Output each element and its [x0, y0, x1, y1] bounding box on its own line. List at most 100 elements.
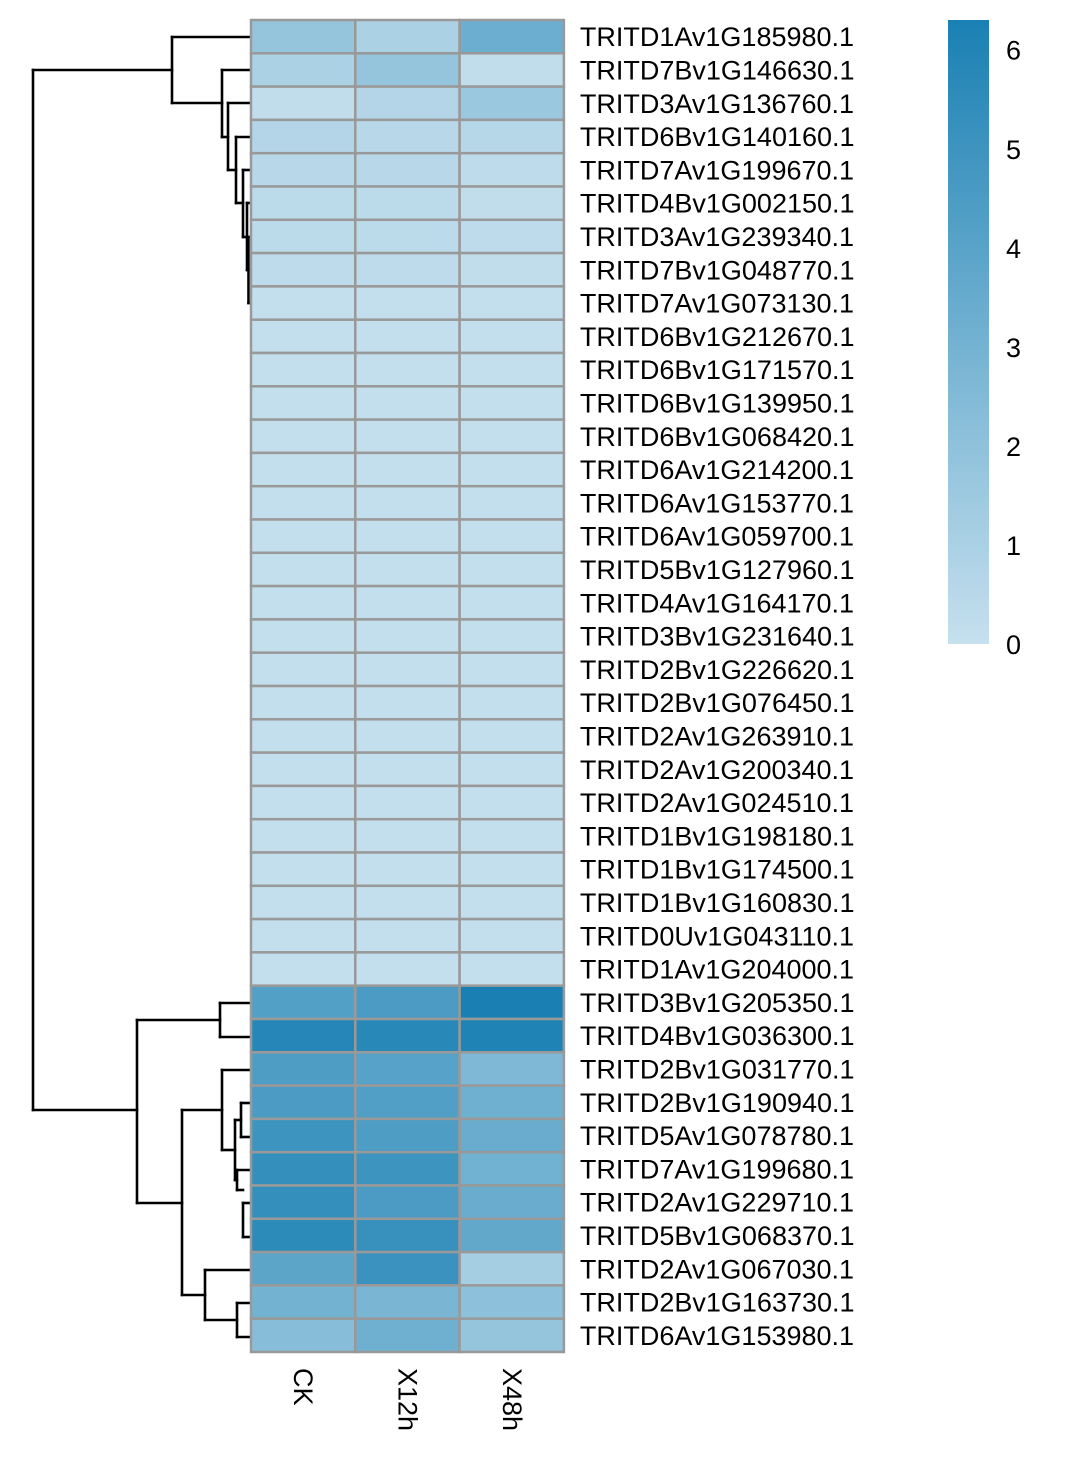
- heatmap-cell: [249, 984, 357, 1021]
- heatmap-cell: [458, 251, 566, 288]
- row-label: TRITD2Av1G229710.1: [580, 1188, 854, 1218]
- heatmap-cell: [458, 385, 566, 421]
- heatmap-cell: [458, 218, 566, 255]
- row-label: TRITD3Av1G239340.1: [580, 222, 854, 252]
- row-label: TRITD6Bv1G139950.1: [580, 388, 855, 418]
- heatmap-cell: [458, 951, 566, 987]
- heatmap-cell: [354, 85, 461, 122]
- heatmap-cell: [458, 984, 566, 1021]
- heatmap-cell: [354, 1150, 461, 1187]
- column-labels: CK X12h X48h: [288, 1368, 527, 1431]
- heatmap-cell: [249, 518, 357, 555]
- heatmap-cell: [458, 118, 566, 155]
- row-label: TRITD1Bv1G174500.1: [580, 855, 855, 885]
- heatmap-cell: [458, 917, 566, 954]
- heatmap-cell: [458, 1217, 566, 1254]
- heatmap-cell: [458, 151, 566, 188]
- heatmap-cell: [249, 351, 357, 388]
- column-label: X12h: [392, 1368, 422, 1431]
- row-label: TRITD7Bv1G146630.1: [580, 55, 855, 85]
- heatmap-cell: [249, 18, 357, 55]
- heatmap-cell: [354, 817, 461, 854]
- heatmap-cell: [354, 718, 461, 754]
- heatmap-cell: [458, 18, 566, 55]
- row-label: TRITD1Av1G185980.1: [580, 22, 854, 52]
- heatmap-cell: [249, 151, 357, 188]
- row-label: TRITD3Bv1G231640.1: [580, 622, 855, 652]
- heatmap-cell: [354, 151, 461, 188]
- heatmap-cell: [458, 851, 566, 888]
- heatmap-cell: [354, 285, 461, 321]
- row-label: TRITD2Av1G263910.1: [580, 721, 854, 751]
- heatmap-cell: [354, 18, 461, 55]
- row-label: TRITD3Bv1G205350.1: [580, 988, 855, 1018]
- row-label: TRITD4Av1G164170.1: [580, 588, 854, 618]
- heatmap-cell: [354, 185, 461, 222]
- heatmap-cell: [249, 1217, 357, 1254]
- legend-tick-label: 0: [1006, 630, 1021, 660]
- row-label: TRITD2Av1G067030.1: [580, 1254, 854, 1284]
- heatmap-cell: [458, 884, 566, 921]
- heatmap-cell: [249, 718, 357, 754]
- heatmap-cell: [354, 52, 461, 88]
- row-label: TRITD2Bv1G076450.1: [580, 688, 855, 718]
- heatmap-cell: [249, 451, 357, 488]
- row-label: TRITD6Av1G153770.1: [580, 488, 854, 518]
- row-label: TRITD4Bv1G002150.1: [580, 189, 855, 219]
- heatmap-cell: [249, 418, 357, 455]
- row-label: TRITD2Bv1G226620.1: [580, 655, 855, 685]
- heatmap-cell: [354, 884, 461, 921]
- row-label: TRITD2Bv1G031770.1: [580, 1054, 855, 1084]
- heatmap-cell: [458, 85, 566, 122]
- row-label: TRITD2Bv1G190940.1: [580, 1088, 855, 1118]
- heatmap-cell: [354, 1117, 461, 1154]
- row-label: TRITD6Bv1G212670.1: [580, 322, 855, 352]
- column-label: X48h: [497, 1368, 527, 1431]
- heatmap-cell: [354, 551, 461, 588]
- heatmap-cell: [249, 118, 357, 155]
- heatmap-cell: [458, 52, 566, 88]
- heatmap-cell: [354, 385, 461, 421]
- row-label: TRITD3Av1G136760.1: [580, 89, 854, 119]
- row-label: TRITD0Uv1G043110.1: [580, 921, 854, 951]
- heatmap-cell: [458, 518, 566, 555]
- heatmap-cell: [249, 851, 357, 888]
- heatmap-cell: [249, 1317, 357, 1354]
- column-label: CK: [288, 1368, 318, 1406]
- heatmap-cell: [249, 318, 357, 355]
- heatmap-cell: [354, 584, 461, 621]
- heatmap-cell: [458, 1284, 566, 1320]
- row-label: TRITD1Bv1G198180.1: [580, 821, 855, 851]
- heatmap-cell: [354, 518, 461, 555]
- heatmap-cell: [354, 1051, 461, 1087]
- heatmap-cell: [458, 684, 566, 721]
- row-label: TRITD6Bv1G140160.1: [580, 122, 855, 152]
- heatmap-cell: [249, 951, 357, 987]
- heatmap-cell: [249, 551, 357, 588]
- heatmap-cell: [458, 651, 566, 688]
- heatmap-cell: [249, 1184, 357, 1221]
- heatmap-cell: [458, 551, 566, 588]
- heatmap-cell: [249, 52, 357, 88]
- heatmap-cell: [249, 1250, 357, 1287]
- heatmap-cell: [249, 251, 357, 288]
- heatmap-cell: [458, 451, 566, 488]
- heatmap-cell: [354, 851, 461, 888]
- heatmap-cell: [458, 351, 566, 388]
- legend-tick-label: 3: [1006, 333, 1021, 363]
- heatmap-cell: [249, 884, 357, 921]
- heatmap-cell: [249, 651, 357, 688]
- heatmap-cell: [354, 318, 461, 355]
- heatmap-cell: [354, 1184, 461, 1221]
- heatmap-cell: [249, 1284, 357, 1320]
- legend-tick-label: 2: [1006, 432, 1021, 462]
- heatmap-cell: [354, 218, 461, 255]
- row-label: TRITD5Av1G078780.1: [580, 1121, 854, 1151]
- heatmap-cell: [354, 1250, 461, 1287]
- heatmap-cell: [249, 1117, 357, 1154]
- heatmap-cell: [354, 618, 461, 654]
- heatmap-cell: [354, 451, 461, 488]
- heatmap-cell: [249, 817, 357, 854]
- heatmap-cell: [354, 1084, 461, 1121]
- row-label: TRITD6Av1G059700.1: [580, 522, 854, 552]
